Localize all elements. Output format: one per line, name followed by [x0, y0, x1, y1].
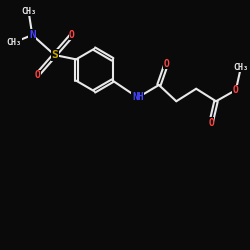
Text: NH: NH [132, 92, 144, 102]
Text: O: O [69, 30, 75, 40]
Text: CH₃: CH₃ [21, 7, 36, 16]
Text: O: O [233, 85, 239, 95]
Text: O: O [208, 118, 214, 128]
Text: N: N [29, 30, 36, 40]
Text: CH₃: CH₃ [6, 38, 21, 47]
Text: CH₃: CH₃ [233, 63, 248, 72]
Text: O: O [164, 59, 169, 69]
Text: S: S [51, 50, 58, 60]
Text: O: O [34, 70, 40, 80]
